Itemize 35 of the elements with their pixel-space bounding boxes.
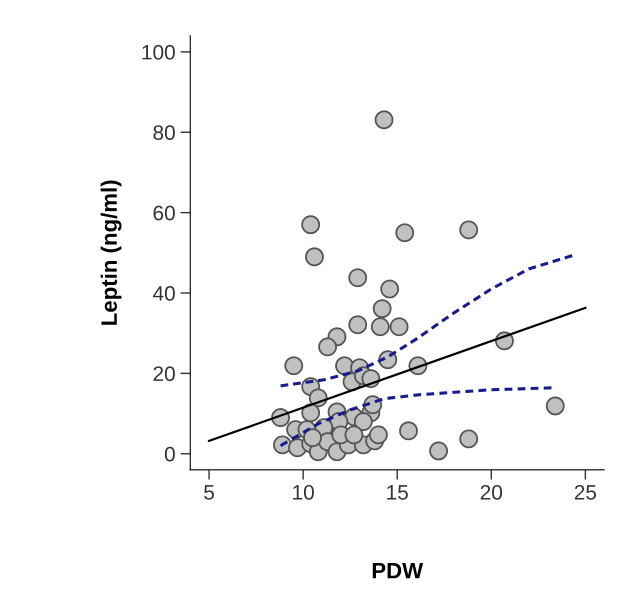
point — [348, 268, 368, 288]
point — [429, 442, 448, 460]
y-tick-label: 60 — [154, 206, 175, 220]
point — [459, 220, 478, 240]
point — [395, 223, 414, 242]
point — [318, 337, 338, 356]
y-axis-title: Leptin (ng/ml) — [100, 180, 122, 325]
point — [344, 425, 364, 444]
x-tick-label: 10 — [293, 484, 314, 500]
point — [354, 412, 373, 432]
y-tick-label: 100 — [142, 44, 175, 60]
x-axis-title: PDW — [372, 562, 424, 578]
point — [370, 317, 390, 336]
point — [390, 317, 409, 336]
point — [546, 396, 565, 416]
point — [305, 247, 324, 266]
point — [301, 215, 320, 234]
point — [459, 429, 478, 448]
point — [348, 315, 368, 334]
point — [380, 280, 400, 298]
y-tick-label: 40 — [152, 286, 175, 301]
line-series — [279, 254, 574, 388]
x-tick-label: 25 — [574, 484, 596, 500]
point — [374, 110, 394, 130]
y-tick-label: 80 — [153, 125, 175, 140]
point — [284, 356, 304, 376]
y-tick-label: 0 — [164, 446, 175, 462]
point — [303, 428, 322, 448]
point — [399, 421, 418, 440]
x-tick-label: 5 — [204, 485, 214, 500]
point — [368, 425, 388, 444]
x-tick-label: 15 — [387, 485, 408, 500]
x-tick-label: 20 — [480, 484, 502, 500]
point — [372, 299, 392, 318]
y-tick-label: 20 — [154, 366, 175, 382]
